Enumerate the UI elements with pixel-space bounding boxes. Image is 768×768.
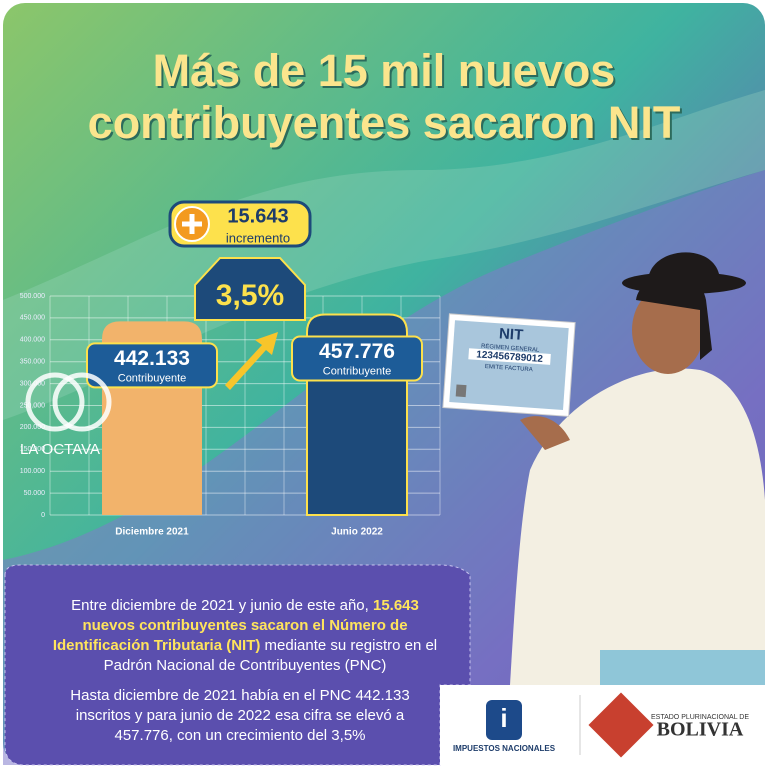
paragraph-text: mediante su registro en el Padrón Nacion…: [103, 637, 438, 674]
text-panel: [4, 564, 471, 766]
card-number-box: [468, 348, 551, 365]
nit-card: NIT RÉGIMEN GENERAL 123456789012 EMITE F…: [442, 313, 576, 417]
chart-title: Más de 15 mil nuevos contribuyentes saca…: [87, 45, 681, 148]
card-regime: RÉGIMEN GENERAL: [481, 343, 540, 354]
increase-label: incremento: [226, 230, 290, 245]
y-tick-label: 0: [41, 512, 45, 519]
hair: [636, 275, 712, 360]
shawl: [510, 368, 765, 685]
y-tick-label: 450.000: [20, 315, 45, 322]
plus-icon: [182, 214, 202, 234]
value-label-box: [291, 335, 423, 382]
watermark-logo: [25, 372, 85, 432]
title-box: Más de 15 mil nuevos contribuyentes saca…: [87, 45, 681, 148]
y-tick-label: 200.000: [20, 424, 45, 431]
value-label: 457.776: [319, 340, 395, 363]
x-tick-label: Diciembre 2021: [115, 527, 189, 538]
value-caption: Contribuyente: [323, 365, 392, 377]
paragraph: Entre diciembre de 2021 y junio de este …: [45, 596, 445, 676]
value-caption: Contribuyente: [118, 372, 187, 384]
value-label: 442.133: [114, 347, 190, 370]
y-tick-label: 150.000: [20, 446, 45, 453]
y-tick-label: 400.000: [20, 337, 45, 344]
growth-arrow: [225, 332, 278, 390]
agency-logo: [486, 700, 522, 740]
state-emblem: [588, 692, 654, 758]
card-invoice: EMITE FACTURA: [485, 364, 533, 373]
state-name: ESTADO PLURINACIONAL DE: [651, 714, 749, 721]
growth-badge: [194, 257, 306, 321]
increase-value: 15.643: [227, 205, 288, 227]
agency-name: IMPUESTOS NACIONALES: [453, 744, 556, 753]
y-tick-label: 500.000: [20, 293, 45, 300]
paragraph-text: Entre diciembre de 2021 y junio de este …: [71, 597, 369, 614]
face: [632, 286, 704, 374]
watermark: LA OCTAVA: [20, 441, 100, 458]
card-inner: [449, 320, 569, 410]
card-photo: [455, 384, 467, 398]
watermark-logo: [52, 372, 112, 432]
y-tick-label: 350.000: [20, 359, 45, 366]
hand: [520, 416, 570, 450]
agency-logo-mark: i: [500, 703, 507, 733]
skirt: [600, 650, 765, 685]
y-tick-label: 250.000: [20, 402, 45, 409]
paragraph: Hasta diciembre de 2021 había en el PNC …: [70, 687, 410, 744]
y-tick-label: 100.000: [20, 468, 45, 475]
card-number: 123456789012: [476, 349, 544, 365]
x-tick-label: Junio 2022: [331, 527, 383, 538]
growth-value: 3,5%: [216, 279, 284, 312]
country-name: BOLIVIA: [657, 719, 744, 741]
y-tick-label: 50.000: [24, 490, 46, 497]
card-title: NIT: [498, 325, 523, 344]
value-label-box: [86, 342, 218, 389]
hat: [648, 252, 720, 282]
paragraph-highlight: 15.643 nuevos contribuyentes sacaron el …: [52, 597, 419, 654]
